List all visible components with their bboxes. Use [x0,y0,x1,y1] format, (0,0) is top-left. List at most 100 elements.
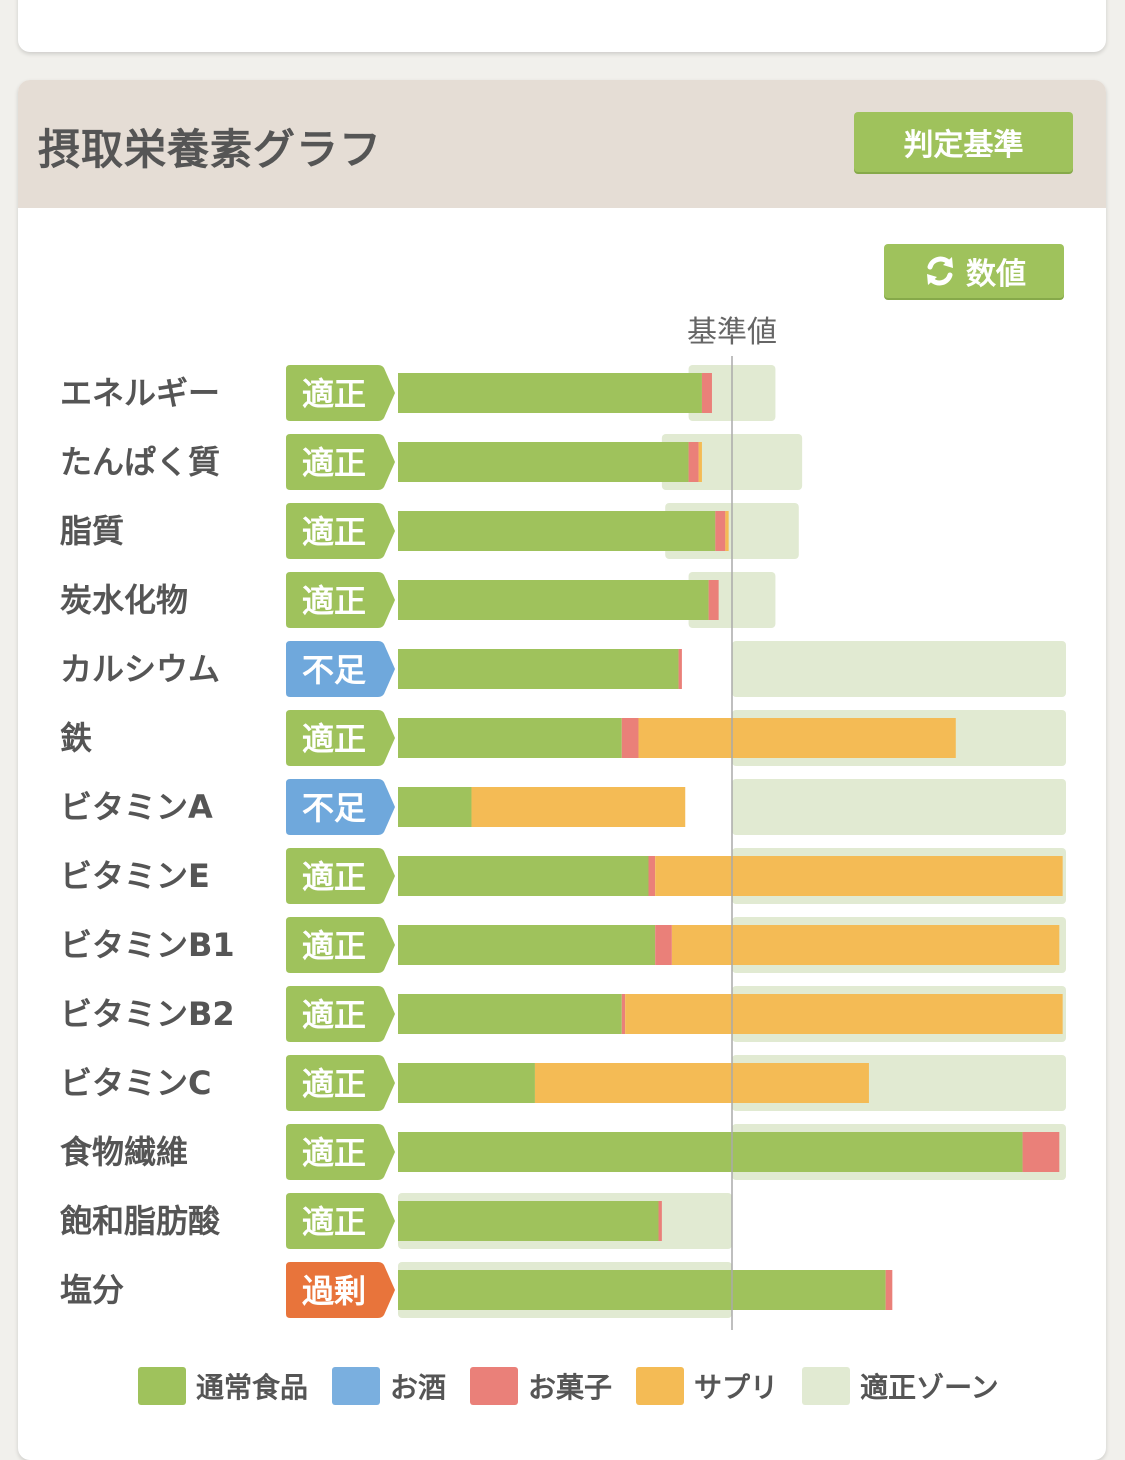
nutrient-label: ビタミンB2 [60,995,235,1033]
bar-snack [885,1270,893,1310]
nutrient-label: たんぱく質 [60,443,220,481]
legend-swatch [138,1367,186,1405]
status-badge-label: 適正 [302,858,366,896]
status-badge [286,503,395,559]
status-badge [286,641,395,697]
status-badge [286,365,395,421]
status-badge-label: 適正 [302,927,366,965]
status-badge [286,572,395,628]
bar-snack [701,373,712,413]
bar-snack [715,511,726,551]
nutrient-label: 飽和脂肪酸 [60,1202,221,1240]
legend-label: 通常食品 [196,1371,309,1404]
legend-label: 適正ゾーン [860,1371,999,1404]
bar-snack [1022,1132,1060,1172]
bar-snack [648,856,656,896]
nutrient-label: エネルギー [60,374,220,412]
status-badge-label: 適正 [302,1203,366,1241]
nutrient-label: ビタミンE [60,857,210,895]
status-badge [286,848,395,904]
nutrient-label: 塩分 [60,1271,124,1309]
bar-normal [398,994,622,1034]
legend-item: お菓子 [470,1366,612,1406]
refresh-icon [927,256,953,286]
nutrient-label: カルシウム [60,650,220,688]
status-badge [286,1055,395,1111]
nutrient-label: 鉄 [60,719,92,757]
previous-card [18,0,1106,52]
status-badge [286,434,395,490]
legend-item: サプリ [636,1366,778,1406]
bar-snack [621,994,626,1034]
zone-bar [732,641,1066,697]
bar-normal [398,580,709,620]
bar-normal [398,1270,886,1310]
bar-snack [708,580,719,620]
bar-supplement [655,856,1063,896]
bar-supplement [534,1063,869,1103]
bar-snack [678,649,682,689]
bar-supplement [671,925,1060,965]
bar-snack [688,442,699,482]
legend-item: お酒 [332,1366,446,1406]
nutrient-graph-card: 摂取栄養素グラフ 判定基準 数値 基準値 エネルギー 適正 たんぱく質 適正 脂質 適正 炭水… [18,80,1106,1460]
status-badge-label: 過剰 [302,1272,366,1310]
bar-normal [398,787,472,827]
legend-item: 通常食品 [138,1366,308,1406]
status-badge [286,986,395,1042]
nutrient-label: 食物繊維 [60,1133,188,1171]
status-badge-label: 適正 [302,444,366,482]
status-badge-label: 適正 [302,375,366,413]
status-badge-label: 適正 [302,582,366,620]
legend-label: お菓子 [528,1371,613,1404]
legend-swatch [470,1367,519,1405]
bar-supplement [471,787,686,827]
bar-normal [398,1201,659,1241]
legend-label: サプリ [694,1371,779,1404]
bar-snack [658,1201,662,1241]
bar-normal [398,1063,535,1103]
nutrient-label: 炭水化物 [60,581,188,619]
status-badge-label: 適正 [302,1134,366,1172]
status-badge-label: 適正 [302,996,366,1034]
bar-normal [398,373,702,413]
status-badge [286,1124,395,1180]
status-badge-label: 適正 [302,513,366,551]
card-header: 摂取栄養素グラフ 判定基準 [18,80,1106,208]
status-badge-label: 適正 [302,720,366,758]
legend-swatch [332,1367,381,1405]
bar-snack [621,718,639,758]
values-button-label: 数値 [966,257,1026,292]
status-badge [286,917,395,973]
status-badge [286,1262,395,1318]
bar-normal [398,442,689,482]
bar-supplement [698,442,702,482]
status-badge [286,779,395,835]
values-toggle-button[interactable]: 数値 [884,244,1064,298]
bar-supplement [625,994,1063,1034]
bar-normal [398,511,716,551]
bar-supplement [638,718,956,758]
status-badge [286,710,395,766]
status-badge [286,1193,395,1249]
status-badge-label: 適正 [302,1065,366,1103]
criteria-button[interactable]: 判定基準 [854,112,1073,172]
bar-snack [655,925,672,965]
legend-swatch [636,1367,685,1405]
status-badge-label: 不足 [302,651,366,689]
chart-legend: 通常食品 お酒 お菓子 サプリ 適正ゾーン [138,1364,1038,1408]
card-title: 摂取栄養素グラフ [38,125,383,174]
legend-label: お酒 [390,1371,447,1404]
bar-normal [398,718,622,758]
nutrient-label: ビタミンB1 [60,926,235,964]
reference-label: 基準値 [687,315,777,350]
bar-supplement [725,511,729,551]
bar-normal [398,1132,1023,1172]
bar-normal [398,925,656,965]
legend-swatch [802,1367,851,1405]
bar-normal [398,649,679,689]
nutrient-label: ビタミンC [60,1064,212,1102]
nutrient-label: 脂質 [60,512,124,550]
bar-normal [398,856,649,896]
